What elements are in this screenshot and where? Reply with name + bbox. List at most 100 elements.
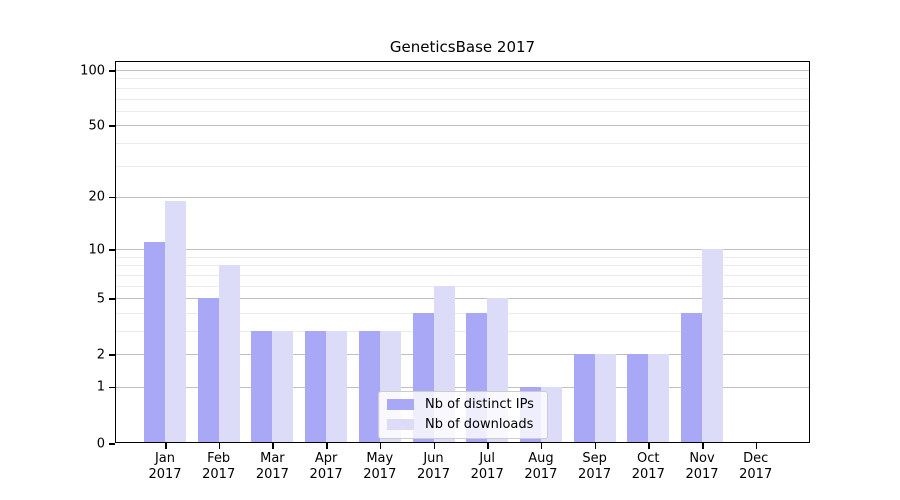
bar-distinct_ips-nov	[681, 312, 702, 443]
x-tick-12	[755, 443, 758, 449]
chart-title: GeneticsBase 2017	[389, 38, 536, 56]
x-tick-label-mar: Mar 2017	[242, 451, 302, 483]
x-tick-8	[540, 443, 543, 449]
legend: Nb of distinct IPs Nb of downloads	[378, 391, 548, 439]
gridline-minor-60	[115, 110, 810, 112]
legend-item-distinct-ips: Nb of distinct IPs	[387, 397, 538, 412]
x-tick-label-apr: Apr 2017	[296, 451, 356, 483]
x-tick-label-jan: Jan 2017	[135, 451, 195, 483]
y-tick-label-5: 5	[96, 291, 105, 307]
x-tick-month: Jul	[479, 451, 496, 466]
x-tick-label-dec: Dec 2017	[726, 451, 786, 483]
gridline-minor-80	[115, 87, 810, 89]
x-tick-year: 2017	[148, 467, 182, 482]
x-tick-month: Oct	[637, 451, 660, 466]
y-tick-100	[109, 70, 115, 72]
x-tick-6	[433, 443, 435, 449]
x-tick-year: 2017	[631, 467, 665, 482]
y-tick-20	[109, 196, 115, 199]
y-tick-5	[109, 298, 115, 300]
x-tick-label-aug: Aug 2017	[511, 451, 571, 483]
x-tick-year: 2017	[739, 467, 773, 482]
bar-distinct_ips-may	[358, 330, 380, 443]
x-tick-7	[487, 443, 489, 449]
bar-downloads-feb	[218, 265, 240, 443]
x-tick-label-may: May 2017	[350, 451, 410, 483]
x-tick-month: Feb	[207, 451, 231, 466]
bar-downloads-sep	[594, 354, 616, 443]
x-tick-year: 2017	[685, 467, 719, 482]
gridline-major-50	[115, 125, 810, 127]
legend-swatch-distinct-ips	[387, 399, 414, 410]
bar-distinct_ips-oct	[627, 354, 649, 443]
y-tick-label-100: 100	[80, 63, 105, 79]
x-tick-label-jul: Jul 2017	[457, 451, 517, 483]
x-tick-label-sep: Sep 2017	[565, 451, 625, 483]
legend-swatch-downloads	[387, 419, 414, 430]
legend-label-distinct-ips: Nb of distinct IPs	[425, 397, 534, 412]
x-tick-month: May	[366, 451, 394, 466]
y-tick-label-0: 0	[96, 436, 105, 451]
x-tick-year: 2017	[578, 467, 612, 482]
bar-downloads-mar	[272, 330, 294, 443]
y-tick-label-10: 10	[88, 242, 105, 258]
gridline-minor-9	[115, 256, 810, 258]
bar-distinct_ips-mar	[251, 330, 273, 443]
x-tick-11	[702, 443, 704, 449]
gridline-major-20	[115, 196, 810, 198]
gridline-minor-6	[115, 285, 810, 287]
x-tick-year: 2017	[524, 467, 558, 482]
x-tick-label-feb: Feb 2017	[189, 451, 249, 483]
gridline-major-2	[115, 354, 810, 356]
gridline-minor-90	[115, 78, 810, 80]
bar-downloads-oct	[648, 354, 670, 443]
x-tick-label-nov: Nov 2017	[672, 451, 732, 483]
x-tick-label-jun: Jun 2017	[404, 451, 464, 483]
x-tick-3	[272, 443, 274, 449]
x-tick-4	[326, 443, 328, 449]
legend-label-downloads: Nb of downloads	[425, 417, 534, 432]
x-tick-1	[165, 443, 167, 449]
y-tick-2	[109, 354, 115, 356]
y-tick-50	[109, 125, 115, 127]
x-tick-year: 2017	[202, 467, 236, 482]
y-tick-label-50: 50	[88, 118, 105, 134]
legend-item-downloads: Nb of downloads	[387, 417, 538, 432]
x-tick-month: Aug	[528, 451, 554, 466]
x-tick-9	[594, 443, 597, 449]
x-tick-month: Dec	[743, 451, 769, 466]
x-tick-10	[648, 443, 650, 449]
x-tick-year: 2017	[255, 467, 289, 482]
x-tick-year: 2017	[416, 467, 451, 482]
y-tick-1	[109, 386, 115, 389]
x-tick-month: Jan	[154, 451, 176, 466]
bar-distinct_ips-feb	[197, 298, 219, 443]
x-tick-2	[218, 443, 221, 449]
plot-area: Nb of distinct IPs Nb of downloads	[115, 61, 810, 443]
gridline-minor-70	[115, 98, 810, 100]
gridline-minor-7	[115, 274, 810, 276]
gridline-minor-8	[115, 265, 810, 267]
y-tick-label-2: 2	[96, 347, 105, 363]
x-tick-year: 2017	[363, 467, 397, 482]
y-tick-label-20: 20	[88, 189, 105, 205]
x-tick-month: Nov	[689, 451, 715, 466]
gridline-major-5	[115, 298, 810, 300]
x-tick-month: Sep	[582, 451, 607, 466]
gridline-minor-40	[115, 142, 810, 144]
bar-downloads-apr	[326, 330, 348, 443]
x-tick-5	[379, 443, 382, 449]
x-tick-year: 2017	[309, 467, 343, 482]
bar-downloads-nov	[702, 249, 723, 443]
gridline-major-100	[115, 70, 810, 72]
gridline-minor-4	[115, 312, 810, 314]
gridline-minor-3	[115, 330, 810, 332]
bar-distinct_ips-sep	[573, 354, 595, 443]
y-tick-label-1: 1	[96, 379, 105, 395]
x-tick-month: Mar	[260, 451, 285, 466]
x-tick-year: 2017	[470, 467, 504, 482]
y-tick-10	[109, 249, 115, 251]
gridline-minor-30	[115, 165, 810, 167]
bar-distinct_ips-jan	[144, 242, 165, 443]
